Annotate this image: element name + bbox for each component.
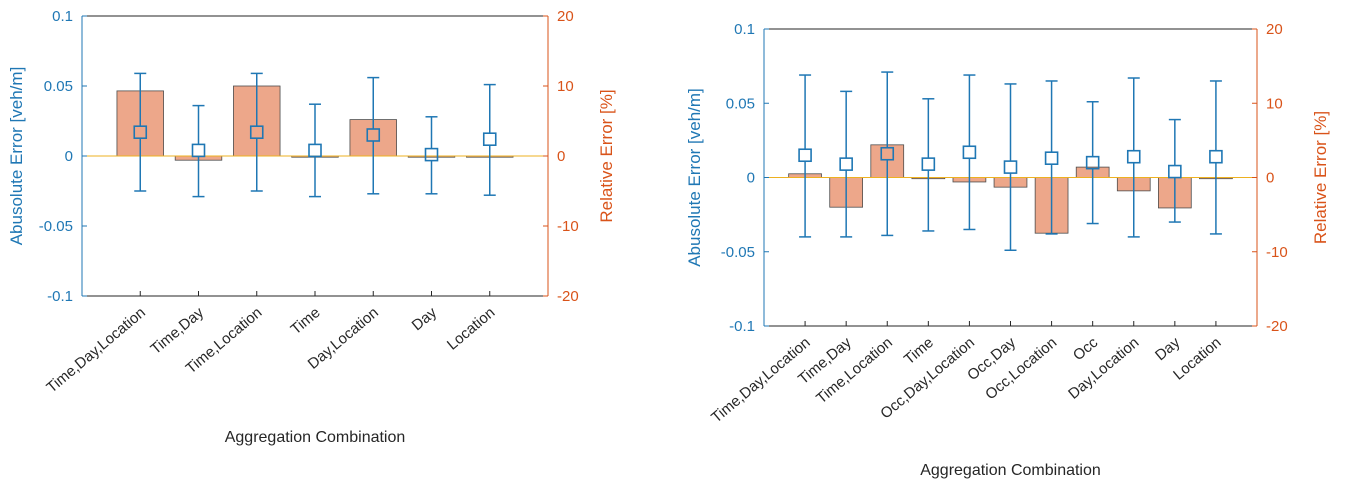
left-tick-label: -0.1 (729, 318, 755, 335)
mean-marker-2 (839, 157, 853, 171)
x-tick-label: Location (444, 304, 498, 353)
chart-1: 0.1 0.05 0 -0.05 -0.1 20 10 0 -10 -20 Time,Day,Loc… (7, 8, 616, 446)
mean-marker-4 (308, 143, 322, 158)
x-axis-title: Aggregation Combination (225, 429, 406, 446)
mean-marker-2 (191, 143, 206, 158)
left-tick-label: -0.05 (721, 244, 755, 261)
chart-2: 0.1 0.05 0 -0.05 -0.1 20 10 0 -10 -20 Time,Day,Loc… (685, 21, 1330, 479)
mean-marker-1 (133, 125, 148, 139)
right-axis-title: Relative Error [%] (1311, 111, 1330, 244)
mean-marker-7 (482, 132, 497, 146)
left-tick-label: 0.05 (726, 95, 755, 112)
x-tick-label: Day (409, 304, 441, 334)
right-tick-label: 0 (557, 148, 565, 165)
right-tick-label: -20 (1266, 318, 1288, 335)
left-tick-label: -0.05 (39, 218, 73, 235)
mean-marker-5 (962, 145, 977, 160)
mean-marker-8 (1085, 155, 1100, 170)
right-axis-title: Relative Error [%] (597, 89, 616, 222)
x-tick-label: Time (288, 304, 324, 338)
right-tick-label: 20 (1266, 21, 1283, 38)
x-axis-title: Aggregation Combination (920, 462, 1101, 479)
x-tick-label: Occ (1070, 334, 1102, 364)
left-tick-label: 0 (65, 148, 73, 165)
left-axis-title: Abusolute Error [veh/m] (685, 88, 704, 267)
right-tick-label: 10 (1266, 95, 1283, 112)
mean-marker-3 (249, 125, 264, 139)
mean-marker-1 (798, 148, 812, 163)
mean-marker-10 (1168, 164, 1182, 179)
mean-marker-5 (366, 128, 381, 142)
x-tick-label: Time,Day,Location (708, 334, 813, 426)
left-tick-label: 0.1 (734, 21, 755, 38)
right-tick-label: 20 (557, 8, 574, 25)
x-tick-label: Occ,Location (982, 334, 1060, 403)
mean-marker-6 (1003, 160, 1018, 174)
right-tick-label: -10 (1266, 244, 1288, 261)
mean-marker-9 (1126, 149, 1141, 164)
right-tick-label: 0 (1266, 170, 1274, 187)
x-tick-label: Day (1152, 334, 1184, 364)
left-tick-label: 0.1 (52, 8, 73, 25)
mean-marker-4 (921, 157, 936, 171)
left-tick-label: 0 (747, 170, 755, 187)
left-tick-label: 0.05 (44, 78, 73, 95)
right-tick-label: -10 (557, 218, 579, 235)
mean-marker-11 (1209, 149, 1223, 164)
mean-marker-3 (880, 146, 895, 161)
left-tick-label: -0.1 (47, 288, 73, 305)
left-axis-title: Abusolute Error [veh/m] (7, 67, 26, 246)
mean-marker-7 (1044, 151, 1059, 165)
x-tick-label: Time,Day,Location (43, 304, 148, 396)
right-tick-label: -20 (557, 288, 579, 305)
mean-marker-6 (424, 147, 439, 162)
right-tick-label: 10 (557, 78, 574, 95)
